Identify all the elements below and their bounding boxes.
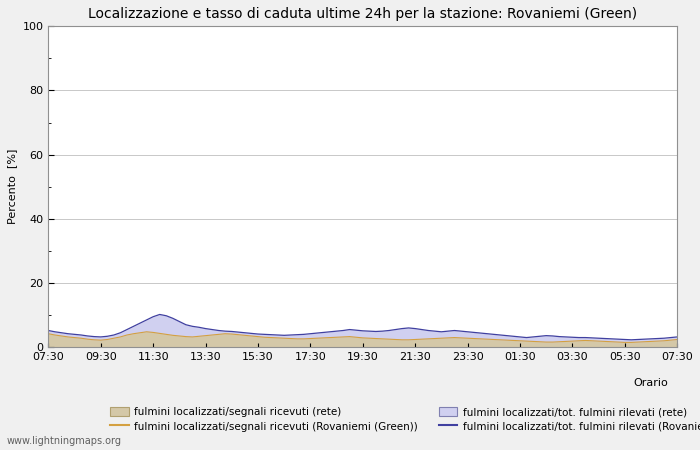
Text: www.lightningmaps.org: www.lightningmaps.org	[7, 436, 122, 446]
Text: Orario: Orario	[634, 378, 668, 388]
Y-axis label: Percento  [%]: Percento [%]	[7, 149, 17, 225]
Legend: fulmini localizzati/segnali ricevuti (rete), fulmini localizzati/segnali ricevut: fulmini localizzati/segnali ricevuti (re…	[110, 407, 700, 432]
Title: Localizzazione e tasso di caduta ultime 24h per la stazione: Rovaniemi (Green): Localizzazione e tasso di caduta ultime …	[88, 7, 637, 21]
